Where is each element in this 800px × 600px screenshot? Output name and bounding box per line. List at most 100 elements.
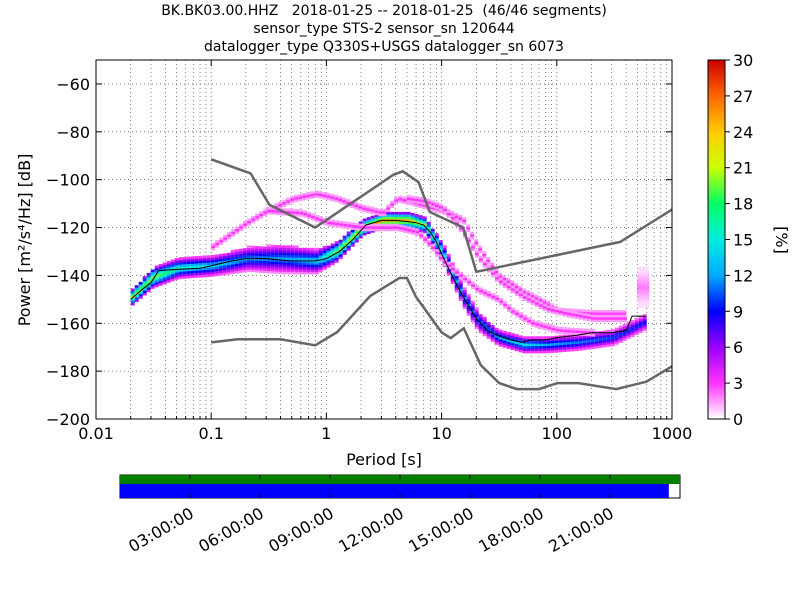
density-cell xyxy=(227,236,232,240)
density-cell xyxy=(298,262,303,265)
density-cell xyxy=(567,329,572,333)
density-cell xyxy=(186,263,191,267)
density-cell xyxy=(637,266,642,270)
density-cell xyxy=(602,319,607,323)
density-cell xyxy=(351,227,356,230)
density-cell xyxy=(526,348,531,351)
density-cell xyxy=(290,252,295,256)
density-cell xyxy=(637,281,642,284)
density-cell xyxy=(562,339,567,343)
density-cell xyxy=(150,269,155,273)
density-cell xyxy=(318,264,323,268)
density-cell xyxy=(427,242,432,245)
density-cell xyxy=(543,325,548,328)
density-cell xyxy=(387,228,392,232)
density-cell xyxy=(518,293,523,297)
density-cell xyxy=(466,224,471,228)
density-cell xyxy=(174,265,179,268)
density-cell xyxy=(246,245,251,248)
density-cell xyxy=(283,208,288,211)
density-cell xyxy=(298,255,303,258)
density-cell xyxy=(538,304,543,307)
density-cell xyxy=(506,336,511,340)
density-cell xyxy=(470,236,475,240)
density-cell xyxy=(146,280,151,283)
density-cell xyxy=(614,330,619,333)
density-cell xyxy=(390,205,395,209)
density-cell xyxy=(302,269,307,272)
density-cell xyxy=(418,220,423,223)
density-cell xyxy=(470,305,475,309)
density-cell xyxy=(342,238,347,241)
density-cell xyxy=(478,250,483,253)
density-cell xyxy=(463,275,468,278)
density-cell xyxy=(186,266,191,269)
density-cell xyxy=(575,332,580,336)
density-cell xyxy=(550,303,555,306)
density-cell xyxy=(494,327,499,331)
coverage-timeline: 03:00:0006:00:0009:00:0012:00:0015:00:00… xyxy=(119,474,681,556)
density-cell xyxy=(403,230,408,233)
density-cell xyxy=(566,341,571,345)
density-cell xyxy=(335,220,340,223)
density-cell xyxy=(278,264,283,267)
density-cell xyxy=(334,245,339,249)
density-cell xyxy=(158,276,163,279)
density-cell xyxy=(270,256,275,260)
density-cell xyxy=(438,203,443,207)
density-cell xyxy=(370,215,375,219)
density-cell xyxy=(314,266,319,270)
density-cell xyxy=(570,315,575,319)
density-cell xyxy=(258,248,263,252)
density-cell xyxy=(514,285,519,289)
density-cell xyxy=(458,217,463,220)
density-cell xyxy=(294,255,299,258)
density-cell xyxy=(602,310,607,313)
density-cell xyxy=(422,221,427,224)
density-cell xyxy=(439,259,444,262)
density-cell xyxy=(602,342,607,345)
density-cell xyxy=(270,271,275,274)
density-cell xyxy=(637,290,642,294)
density-cell xyxy=(146,287,151,290)
density-cell xyxy=(498,275,503,278)
density-cell xyxy=(582,347,587,351)
density-cell xyxy=(206,262,211,265)
density-cell xyxy=(290,195,295,199)
density-cell xyxy=(418,196,423,200)
density-cell xyxy=(402,221,407,224)
density-cell xyxy=(150,283,155,287)
density-cell xyxy=(634,318,639,321)
density-cell xyxy=(622,328,627,332)
density-cell xyxy=(266,263,271,267)
density-cell xyxy=(270,259,275,262)
density-cell xyxy=(190,275,195,279)
density-cell xyxy=(302,262,307,265)
density-cell xyxy=(579,330,584,334)
density-cell xyxy=(178,266,183,270)
density-cell xyxy=(186,268,191,272)
density-cell xyxy=(290,250,295,253)
plot-area: 0.01 0.1 1 10 100 1000 −60−80−100−120−140−160… xyxy=(46,59,692,443)
density-cell xyxy=(602,332,607,336)
density-cell xyxy=(618,319,623,323)
density-cell xyxy=(294,247,299,251)
density-cell xyxy=(634,332,639,335)
density-cell xyxy=(398,195,403,199)
density-cell xyxy=(530,292,535,296)
density-cell xyxy=(334,260,339,263)
density-cell xyxy=(498,282,503,286)
density-cell xyxy=(379,228,384,232)
density-cell xyxy=(230,264,235,267)
density-cell xyxy=(214,273,219,277)
density-cell xyxy=(339,220,344,224)
density-cell xyxy=(366,219,371,223)
density-cell xyxy=(466,298,471,302)
density-cell xyxy=(618,340,623,343)
density-cell xyxy=(314,190,319,194)
density-cell xyxy=(594,338,599,342)
density-cell xyxy=(162,281,167,285)
density-cell xyxy=(310,191,315,194)
density-cell xyxy=(645,288,650,292)
density-cell xyxy=(278,245,283,248)
